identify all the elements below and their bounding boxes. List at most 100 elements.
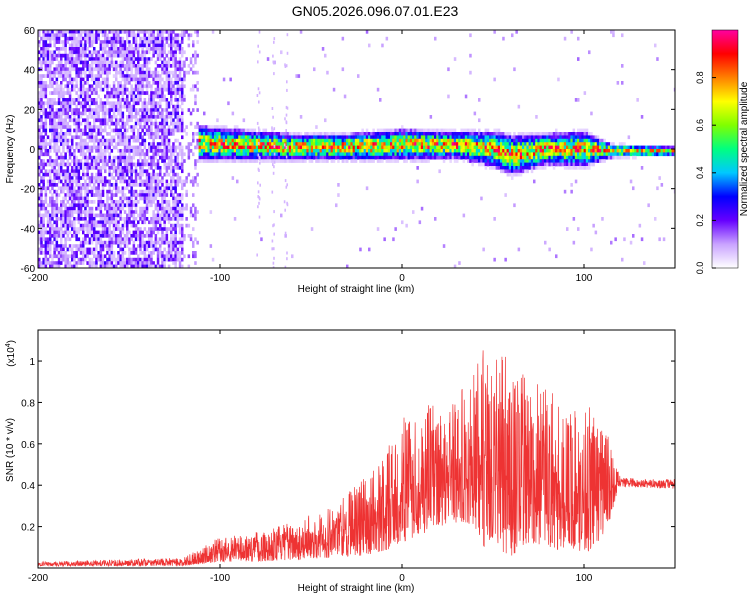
spectrogram-cell bbox=[132, 247, 136, 252]
spectrogram-cell bbox=[313, 132, 316, 136]
spectrogram-cell bbox=[46, 115, 50, 119]
spectrogram-cell bbox=[156, 115, 160, 119]
spectrogram-cell bbox=[170, 240, 173, 245]
spectrogram-cell bbox=[189, 179, 193, 184]
spectrogram-cell bbox=[62, 67, 65, 72]
spectrogram-cell bbox=[68, 50, 72, 55]
spectrogram-cell bbox=[93, 87, 96, 92]
spectrogram-cell bbox=[110, 47, 114, 51]
spectrogram-cell bbox=[163, 135, 166, 140]
spectrogram-cell bbox=[123, 101, 127, 106]
spectrogram-cell bbox=[148, 220, 151, 225]
spectrogram-cell bbox=[115, 217, 118, 221]
spectrogram-cell bbox=[159, 30, 162, 34]
spectrogram-cell bbox=[141, 217, 144, 221]
spectrogram-cell bbox=[405, 145, 408, 150]
spectrogram-cell bbox=[115, 128, 118, 133]
spectrogram-cell bbox=[434, 138, 437, 143]
spectrogram-cell bbox=[134, 230, 138, 235]
spectrogram-cell bbox=[376, 87, 380, 92]
spectrogram-cell bbox=[196, 53, 199, 58]
spectrogram-cell bbox=[46, 210, 50, 214]
spectrogram-cell bbox=[128, 220, 131, 225]
spectrogram-cell bbox=[156, 33, 160, 38]
spectrogram-cell bbox=[379, 135, 382, 140]
spectrogram-cell bbox=[145, 254, 149, 259]
spectrogram-cell bbox=[77, 186, 81, 191]
spectrogram-cell bbox=[97, 53, 100, 58]
spectrogram-cell bbox=[137, 145, 140, 150]
spectrogram-cell bbox=[220, 125, 224, 129]
spectrogram-cell bbox=[148, 149, 151, 153]
spectrogram-cell bbox=[51, 30, 54, 34]
spectrogram-cell bbox=[128, 200, 131, 204]
spectrogram-cell bbox=[390, 138, 393, 143]
spectrogram-cell bbox=[469, 128, 472, 133]
spectrogram-cell bbox=[106, 111, 109, 116]
spectrogram-cell bbox=[38, 257, 41, 262]
spectrogram-cell bbox=[196, 172, 199, 177]
spectrogram-cell bbox=[44, 244, 48, 248]
spectrogram-cell bbox=[218, 152, 221, 157]
spectrogram-cell bbox=[315, 138, 318, 143]
spectrogram-cell bbox=[370, 142, 373, 146]
spectrogram-cell bbox=[68, 70, 72, 75]
spectrogram-cell bbox=[401, 145, 404, 150]
spectrogram-cell bbox=[53, 138, 56, 143]
spectrogram-cell bbox=[123, 240, 127, 245]
spectrogram-cell bbox=[163, 234, 166, 238]
spectrogram-cell bbox=[46, 67, 50, 72]
spectrogram-cell bbox=[163, 257, 166, 262]
spectrogram-cell bbox=[185, 223, 188, 228]
spectrogram-cell bbox=[121, 217, 125, 221]
spectrogram-cell bbox=[82, 251, 85, 255]
spectrogram-cell bbox=[97, 166, 100, 170]
spectrogram-cell bbox=[145, 172, 149, 177]
spectrogram-cell bbox=[396, 128, 400, 133]
spectrogram-cell bbox=[196, 138, 199, 143]
spectrogram-cell bbox=[174, 210, 177, 214]
spectrogram-cell bbox=[117, 251, 120, 255]
spectrogram-cell bbox=[137, 244, 140, 248]
spectrogram-cell bbox=[192, 203, 195, 208]
spectrogram-cell bbox=[464, 142, 468, 146]
spectrogram-cell bbox=[293, 159, 296, 163]
spectrogram-cell bbox=[451, 135, 455, 140]
spectrogram-cell bbox=[137, 162, 140, 167]
spectrogram-cell bbox=[38, 210, 41, 214]
spectrogram-cell bbox=[438, 152, 441, 157]
spectrogram-cell bbox=[401, 155, 404, 160]
spectrogram-cell bbox=[68, 125, 72, 129]
spectrogram-cell bbox=[189, 210, 193, 214]
spectrogram-cell bbox=[178, 142, 182, 146]
spectrogram-cell bbox=[134, 145, 138, 150]
spectrogram-cell bbox=[249, 142, 252, 146]
spectrogram-cell bbox=[101, 142, 105, 146]
spectrogram-cell bbox=[93, 57, 96, 61]
spectrogram-cell bbox=[145, 101, 149, 106]
spectrogram-cell bbox=[101, 254, 105, 259]
spectrogram-cell bbox=[150, 132, 153, 136]
spectrogram-cell bbox=[264, 135, 268, 140]
spectrogram-cell bbox=[49, 183, 52, 187]
spectrogram-cell bbox=[297, 138, 301, 143]
spectrogram-cell bbox=[337, 135, 340, 140]
spectrogram-cell bbox=[181, 223, 184, 228]
spectrogram-cell bbox=[198, 135, 202, 140]
spectrogram-cell bbox=[46, 53, 50, 58]
spectrogram-cell bbox=[90, 60, 94, 65]
spectrogram-cell bbox=[49, 237, 52, 242]
spectrogram-cell bbox=[343, 155, 347, 160]
spectrogram-cell bbox=[150, 200, 153, 204]
spectrogram-cell bbox=[93, 176, 96, 180]
spectrogram-cell bbox=[90, 155, 94, 160]
spectrogram-cell bbox=[143, 206, 147, 211]
spectrogram-cell bbox=[247, 145, 250, 150]
spectrogram-cell bbox=[438, 135, 441, 140]
spectrogram-cell bbox=[121, 111, 125, 116]
spectrogram-cell bbox=[152, 70, 155, 75]
spectrogram-cell bbox=[117, 132, 120, 136]
spectrogram-cell bbox=[326, 159, 329, 163]
spectrogram-cell bbox=[101, 60, 105, 65]
spectrogram-cell bbox=[64, 60, 67, 65]
